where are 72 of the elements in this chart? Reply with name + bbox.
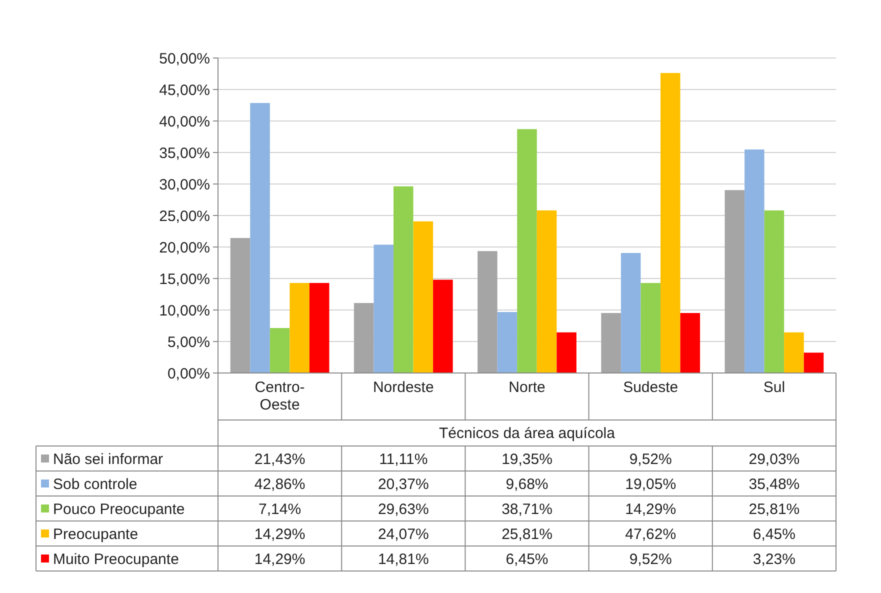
data-label: 11,11% bbox=[379, 450, 428, 468]
bar bbox=[640, 282, 660, 373]
bar bbox=[309, 282, 330, 373]
data-label: 29,63% bbox=[378, 500, 429, 518]
bar bbox=[497, 312, 518, 373]
data-label: 24,07% bbox=[378, 526, 429, 543]
legend-label: Preocupante bbox=[53, 526, 138, 543]
bar bbox=[250, 102, 270, 373]
data-label: 38,71% bbox=[502, 500, 552, 518]
legend-label: Pouco Preocupante bbox=[53, 500, 185, 518]
data-label: 9,52% bbox=[629, 450, 672, 468]
bar bbox=[374, 244, 394, 373]
y-tick-label: 5,00% bbox=[167, 334, 210, 351]
data-label: 29,03% bbox=[748, 450, 800, 468]
data-label: 21,43% bbox=[254, 450, 306, 468]
y-tick-label: 10,00% bbox=[159, 302, 210, 320]
bar bbox=[660, 72, 680, 373]
y-tick-label: 45,00% bbox=[159, 82, 210, 99]
x-tick-label: Centro-Oeste bbox=[254, 379, 305, 414]
data-label: 3,23% bbox=[752, 550, 796, 568]
bar bbox=[764, 210, 784, 373]
y-tick-label: 15,00% bbox=[159, 270, 210, 288]
data-label: 25,81% bbox=[748, 500, 800, 518]
bar bbox=[290, 282, 310, 373]
bar bbox=[270, 328, 290, 373]
bar bbox=[680, 313, 700, 373]
legend-label: Sob controle bbox=[53, 476, 138, 493]
data-label: 19,05% bbox=[625, 476, 676, 493]
y-tick-label: 40,00% bbox=[159, 113, 210, 130]
data-label: 14,29% bbox=[625, 500, 676, 518]
data-label: 14,29% bbox=[254, 526, 306, 543]
data-label: 14,29% bbox=[254, 550, 306, 568]
y-tick-label: 25,00% bbox=[159, 208, 210, 225]
data-label: 35,48% bbox=[748, 476, 800, 493]
data-label: 7,14% bbox=[258, 500, 302, 518]
legend-label: Muito Preocupante bbox=[53, 550, 179, 568]
y-tick-label: 20,00% bbox=[159, 239, 210, 256]
data-label: 47,62% bbox=[625, 526, 676, 543]
x-tick-label: Sudeste bbox=[623, 379, 678, 396]
bar bbox=[744, 149, 764, 373]
y-tick-label: 30,00% bbox=[159, 176, 210, 194]
data-label: 14,81% bbox=[378, 550, 429, 568]
bar bbox=[536, 210, 557, 373]
x-axis-title: Técnicos da área aquícola bbox=[439, 425, 616, 442]
data-label: 6,45% bbox=[506, 550, 548, 568]
data-label: 9,68% bbox=[506, 476, 548, 493]
bar bbox=[433, 280, 453, 373]
bar bbox=[230, 238, 250, 373]
x-tick-label: Norte bbox=[508, 379, 546, 396]
bar bbox=[394, 186, 414, 373]
x-tick-label: Sul bbox=[763, 379, 786, 396]
y-tick-label: 35,00% bbox=[159, 144, 210, 162]
bar bbox=[724, 190, 745, 373]
bar bbox=[517, 129, 537, 373]
y-tick-label: 0,00% bbox=[167, 365, 210, 382]
data-label: 42,86% bbox=[254, 476, 306, 493]
bar bbox=[804, 352, 824, 373]
bar bbox=[601, 313, 621, 373]
bar bbox=[784, 332, 804, 373]
bar bbox=[478, 251, 498, 373]
bar bbox=[620, 252, 641, 373]
bar bbox=[556, 332, 576, 373]
x-tick-label: Nordeste bbox=[372, 379, 434, 396]
data-label: 20,37% bbox=[378, 476, 429, 493]
data-label: 25,81% bbox=[502, 526, 552, 543]
bar bbox=[413, 221, 434, 373]
data-label: 19,35% bbox=[502, 450, 552, 468]
data-label: 6,45% bbox=[752, 526, 796, 543]
data-label: 9,52% bbox=[629, 550, 672, 568]
legend-label: Não sei informar bbox=[53, 450, 164, 468]
bar bbox=[354, 303, 374, 373]
y-tick-label: 50,00% bbox=[159, 50, 210, 68]
